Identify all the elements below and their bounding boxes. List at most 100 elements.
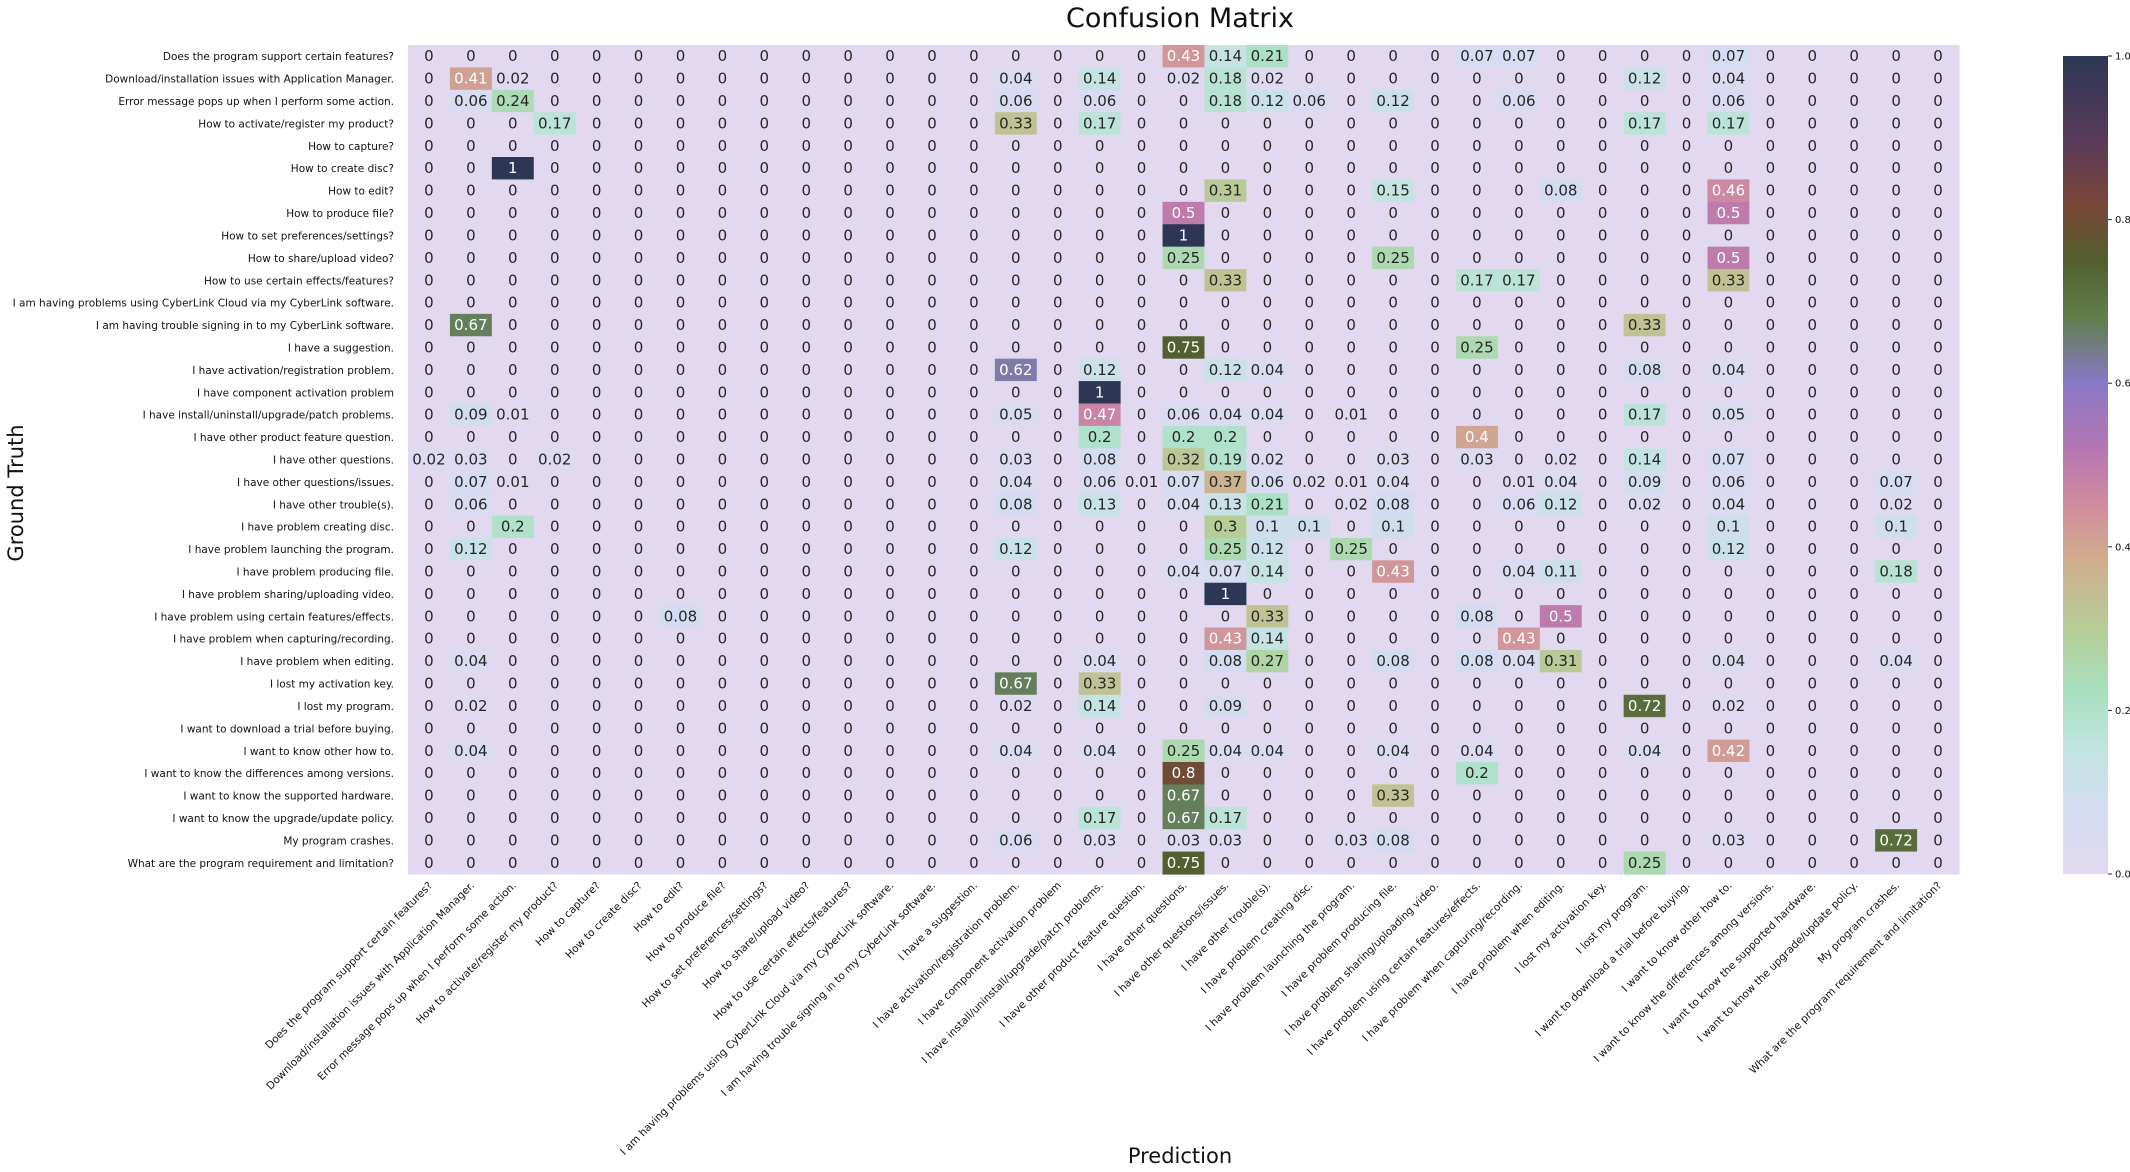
heatmap-cell bbox=[1455, 179, 1499, 203]
cell-value-label: 0 bbox=[1430, 764, 1440, 782]
cell-value-label: 0 bbox=[424, 742, 434, 760]
cell-value-label: 0.1 bbox=[1255, 518, 1279, 536]
heatmap-cell bbox=[1162, 336, 1206, 360]
cell-value-label: 0 bbox=[634, 630, 644, 648]
cell-value-label: 0 bbox=[634, 383, 644, 401]
cell-value-label: 0 bbox=[1933, 451, 1943, 469]
cell-value-label: 0 bbox=[1766, 92, 1776, 110]
heatmap-cell bbox=[617, 179, 661, 203]
heatmap-cell bbox=[659, 201, 703, 225]
heatmap-cell bbox=[1120, 89, 1164, 113]
heatmap-cell bbox=[911, 112, 954, 136]
cell-value-label: 0 bbox=[1808, 607, 1818, 625]
heatmap-cell bbox=[533, 246, 577, 270]
cell-value-label: 0 bbox=[1430, 675, 1440, 693]
cell-value-label: 0 bbox=[634, 764, 644, 782]
cell-value-label: 0 bbox=[1221, 854, 1231, 872]
cell-value-label: 0 bbox=[1430, 271, 1440, 289]
heatmap-cell bbox=[1707, 224, 1751, 248]
cell-value-label: 0.02 bbox=[1628, 495, 1661, 513]
cell-value-label: 0 bbox=[1808, 675, 1818, 693]
cell-value-label: 0 bbox=[1346, 338, 1356, 356]
heatmap-cell bbox=[408, 336, 451, 360]
heatmap-cell bbox=[1455, 358, 1499, 382]
heatmap-cell bbox=[617, 224, 661, 248]
cell-value-label: 0 bbox=[801, 854, 811, 872]
cell-value-label: 0 bbox=[927, 518, 937, 536]
cell-value-label: 0 bbox=[1808, 451, 1818, 469]
cell-value-label: 0 bbox=[760, 854, 770, 872]
cell-value-label: 0 bbox=[1514, 159, 1524, 177]
cell-value-label: 0.08 bbox=[1460, 652, 1493, 670]
cell-value-label: 0 bbox=[1346, 630, 1356, 648]
cell-value-label: 0 bbox=[1137, 585, 1147, 603]
cell-value-label: 0 bbox=[1808, 473, 1818, 491]
cell-value-label: 0 bbox=[508, 271, 518, 289]
cell-value-label: 0 bbox=[1640, 47, 1650, 65]
heatmap-cell bbox=[533, 201, 577, 225]
cell-value-label: 0 bbox=[1137, 406, 1147, 424]
cell-value-label: 0.14 bbox=[1251, 563, 1284, 581]
heatmap-cell bbox=[1623, 67, 1667, 91]
cell-value-label: 0 bbox=[1053, 114, 1063, 132]
cell-value-label: 0.02 bbox=[1712, 697, 1745, 715]
cell-value-label: 0 bbox=[1849, 607, 1859, 625]
cell-value-label: 0 bbox=[801, 338, 811, 356]
cell-value-label: 0 bbox=[1472, 518, 1482, 536]
cell-value-label: 0 bbox=[927, 316, 937, 334]
heatmap-cell bbox=[911, 89, 954, 113]
cell-value-label: 0 bbox=[592, 226, 602, 244]
cell-value-label: 0 bbox=[634, 854, 644, 872]
cell-value-label: 0 bbox=[969, 630, 979, 648]
heatmap-cell bbox=[533, 224, 577, 248]
heatmap-cell bbox=[533, 381, 577, 405]
cell-value-label: 0 bbox=[424, 294, 434, 312]
cell-value-label: 0 bbox=[424, 473, 434, 491]
cell-value-label: 0 bbox=[969, 316, 979, 334]
cell-value-label: 0 bbox=[1682, 764, 1692, 782]
heatmap-cell bbox=[952, 134, 996, 158]
cell-value-label: 0 bbox=[969, 831, 979, 849]
cell-value-label: 0 bbox=[1891, 540, 1901, 558]
heatmap-cell bbox=[785, 224, 828, 248]
cell-value-label: 0 bbox=[1682, 226, 1692, 244]
cell-value-label: 0 bbox=[927, 742, 937, 760]
cell-value-label: 0 bbox=[1849, 114, 1859, 132]
cell-value-label: 0 bbox=[1388, 47, 1398, 65]
cell-value-label: 0 bbox=[1766, 787, 1776, 805]
cell-value-label: 0.04 bbox=[1712, 495, 1745, 513]
heatmap-cell bbox=[869, 89, 912, 113]
cell-value-label: 0 bbox=[1640, 540, 1650, 558]
heatmap-cell bbox=[1749, 336, 1792, 360]
cell-value-label: 0.17 bbox=[1628, 406, 1661, 424]
cell-value-label: 0 bbox=[1304, 114, 1314, 132]
heatmap-cell bbox=[1246, 89, 1289, 113]
cell-value-label: 0 bbox=[1891, 630, 1901, 648]
cell-value-label: 0 bbox=[760, 92, 770, 110]
cell-value-label: 0 bbox=[550, 719, 560, 737]
heatmap-cell bbox=[1372, 425, 1415, 449]
cell-value-label: 0 bbox=[592, 70, 602, 88]
heatmap-cell bbox=[1539, 381, 1583, 405]
cell-value-label: 0 bbox=[1640, 338, 1650, 356]
cell-value-label: 0 bbox=[1388, 361, 1398, 379]
cell-value-label: 0 bbox=[424, 361, 434, 379]
y-tick-label: How to capture? bbox=[308, 141, 394, 153]
cell-value-label: 0 bbox=[424, 249, 434, 267]
heatmap-cell bbox=[449, 358, 493, 382]
cell-value-label: 0 bbox=[1304, 294, 1314, 312]
cell-value-label: 0 bbox=[1808, 540, 1818, 558]
heatmap-cell bbox=[1833, 45, 1876, 69]
cell-value-label: 0 bbox=[424, 607, 434, 625]
cell-value-label: 0 bbox=[1933, 226, 1943, 244]
cell-value-label: 0 bbox=[1430, 697, 1440, 715]
cell-value-label: 0 bbox=[718, 159, 728, 177]
heatmap-cell bbox=[1414, 269, 1457, 293]
heatmap-cell bbox=[952, 201, 996, 225]
heatmap-cell bbox=[701, 45, 744, 69]
cell-value-label: 0 bbox=[1472, 114, 1482, 132]
heatmap-cell bbox=[1330, 67, 1373, 91]
y-tick-label: I want to know the differences among ver… bbox=[144, 768, 394, 780]
heatmap-cell bbox=[1162, 381, 1206, 405]
heatmap-cell bbox=[1330, 291, 1373, 315]
